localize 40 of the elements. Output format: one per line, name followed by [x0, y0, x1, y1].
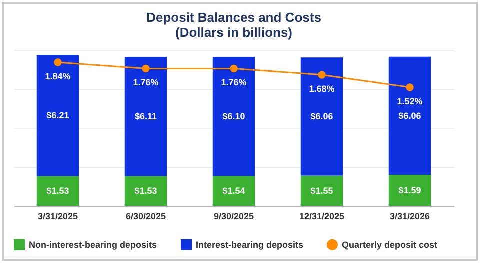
data-label: $6.11	[134, 112, 158, 122]
data-label: $1.53	[46, 186, 70, 196]
bar	[300, 176, 344, 206]
data-label: $6.21	[46, 110, 70, 121]
point	[230, 64, 238, 73]
point	[142, 64, 150, 73]
x-tick-label: 3/31/2025	[38, 212, 78, 222]
data-label: $6.06	[310, 112, 334, 122]
bar	[124, 57, 168, 176]
point	[318, 71, 326, 79]
data-label: 1.52%	[397, 96, 423, 106]
data-label: $1.53	[134, 186, 158, 196]
data-label: $1.55	[310, 186, 334, 196]
bar	[124, 176, 168, 206]
bar	[212, 176, 256, 206]
bar	[212, 57, 256, 176]
x-tick-label: 6/30/2025	[126, 212, 166, 222]
x-tick-label: 9/30/2025	[214, 212, 254, 222]
data-label: 1.84%	[45, 71, 71, 82]
data-label: $6.10	[222, 111, 246, 122]
bar	[36, 176, 80, 206]
data-label: 1.76%	[221, 78, 247, 88]
chart-subtitle: (Dollars in billions)	[175, 25, 293, 40]
bar	[300, 58, 344, 176]
bar	[36, 55, 80, 176]
legend-label: Quarterly deposit cost	[342, 240, 438, 250]
legend-label: Interest-bearing deposits	[196, 240, 304, 250]
data-label: 1.76%	[133, 78, 159, 88]
x-tick-label: 3/31/2026	[390, 212, 430, 222]
data-label: $1.59	[398, 185, 422, 196]
x-tick-label: 12/31/2025	[299, 212, 345, 222]
data-label: $6.06	[398, 110, 422, 121]
chart-title: Deposit Balances and Costs	[146, 10, 322, 25]
legend-label: Non-interest-bearing deposits	[29, 240, 158, 250]
point	[406, 84, 414, 92]
point	[54, 58, 62, 66]
data-label: $1.54	[222, 186, 246, 196]
bar	[388, 174, 432, 206]
data-label: 1.68%	[309, 84, 335, 94]
bar	[388, 56, 432, 175]
